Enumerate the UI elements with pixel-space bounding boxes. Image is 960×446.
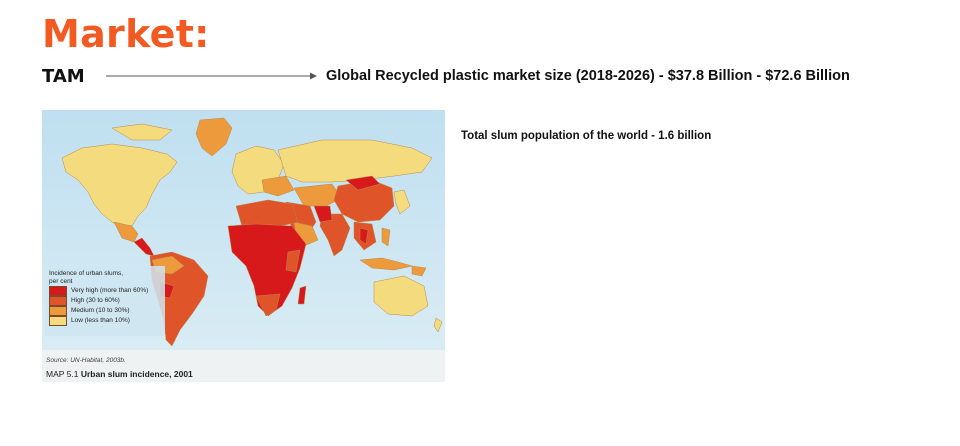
world-map-graphic <box>42 110 445 382</box>
legend-label: High (30 to 60%) <box>71 297 120 304</box>
central-america-region <box>133 237 155 257</box>
arctic-islands <box>111 123 173 141</box>
legend-item: Very high (more than 60%) <box>49 286 148 296</box>
legend-swatch <box>49 306 67 316</box>
png-region <box>411 265 427 277</box>
legend-item: High (30 to 60%) <box>49 296 148 306</box>
mongolia-region <box>345 175 381 191</box>
map-caption-prefix: MAP 5.1 <box>46 369 79 379</box>
map-legend: Incidence of urban slums, per cent Very … <box>49 270 148 326</box>
southern-africa-region <box>255 293 281 317</box>
legend-label: Low (less than 10%) <box>71 317 130 324</box>
africa-region <box>227 223 307 317</box>
arrow-right-icon <box>106 72 317 80</box>
tam-market-size-text: Global Recycled plastic market size (201… <box>326 68 850 84</box>
eastern-europe-region <box>261 175 295 197</box>
legend-title-line2: per cent <box>49 278 73 285</box>
legend-swatch <box>49 316 67 326</box>
australia-region <box>373 275 429 317</box>
new-zealand-region <box>433 317 443 333</box>
map-source: Source: UN-Habitat, 2003b. <box>46 357 126 364</box>
legend-label: Medium (10 to 30%) <box>71 307 130 314</box>
legend-swatch <box>49 296 67 306</box>
slum-population-text: Total slum population of the world - 1.6… <box>461 130 712 142</box>
legend-title-line1: Incidence of urban slums, <box>49 270 124 277</box>
slide-title: Market: <box>42 12 210 56</box>
legend-swatch <box>49 286 67 296</box>
madagascar-region <box>297 285 307 305</box>
pakistan-afghan-region <box>313 205 333 223</box>
russia-region <box>277 139 433 183</box>
philippines-region <box>381 227 391 247</box>
south-asia-region <box>319 213 351 257</box>
mexico-region <box>113 221 139 243</box>
central-asia-region <box>293 183 343 207</box>
africa-east-orange <box>285 249 301 273</box>
map-caption-title: Urban slum incidence, 2001 <box>80 369 193 379</box>
map-caption: MAP 5.1 Urban slum incidence, 2001 <box>46 369 193 379</box>
legend-item: Low (less than 10%) <box>49 316 148 326</box>
north-america-region <box>61 143 178 229</box>
tam-label: TAM <box>42 66 85 87</box>
legend-label: Very high (more than 60%) <box>71 287 149 294</box>
indochina-red <box>359 227 369 245</box>
north-africa-region <box>235 199 299 229</box>
greenland-region <box>195 117 233 157</box>
legend-item: Medium (10 to 30%) <box>49 306 148 316</box>
caption-band <box>42 350 445 382</box>
japan-korea-region <box>393 189 411 215</box>
urban-slum-map: Incidence of urban slums, per cent Very … <box>42 110 445 382</box>
